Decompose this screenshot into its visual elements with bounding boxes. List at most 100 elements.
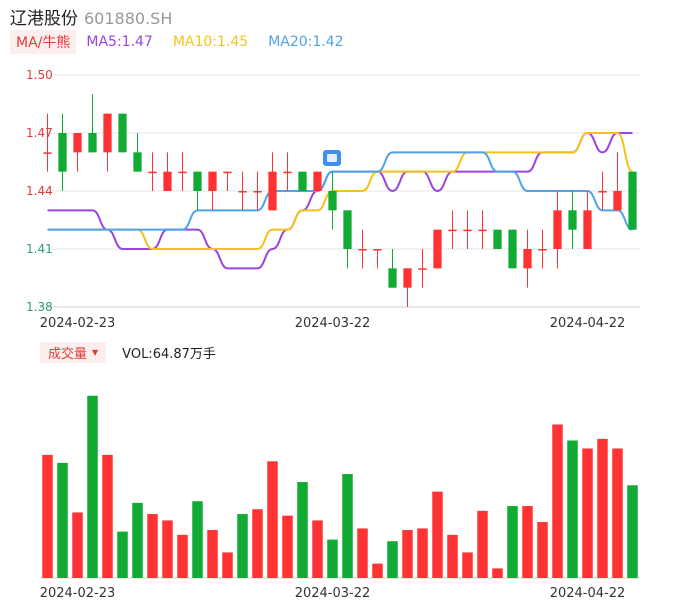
candle-body	[148, 171, 157, 174]
volume-bar	[222, 552, 233, 578]
y-tick-label: 1.38	[26, 300, 53, 314]
candle-body	[178, 171, 187, 174]
volume-bar	[342, 474, 353, 578]
candle-body	[43, 152, 52, 154]
volume-bar	[102, 454, 113, 578]
volume-bar	[567, 440, 578, 578]
candle-body	[208, 171, 217, 191]
volume-bar	[552, 424, 563, 578]
volume-bar	[282, 515, 293, 578]
candle-body	[328, 191, 337, 211]
date-axis-ticks: 2024-02-23 2024-03-22 2024-04-22	[40, 316, 626, 331]
candle-body	[628, 171, 637, 230]
candle-body	[418, 268, 427, 270]
volume-bar	[582, 448, 593, 578]
volume-bar	[297, 482, 308, 578]
volume-value: VOL:64.87万手	[122, 346, 216, 362]
volume-bar	[492, 568, 503, 578]
ma20-label: MA20:1.42	[268, 34, 344, 50]
y-tick-label: 1.44	[26, 184, 53, 198]
volume-bar	[192, 501, 203, 578]
y-tick-label: 1.50	[26, 68, 53, 82]
volume-bar	[252, 509, 263, 578]
volume-bar	[372, 563, 383, 578]
candle-body	[508, 229, 517, 269]
volume-indicator-button[interactable]: 成交量 ▼	[40, 341, 107, 363]
volume-bars	[42, 395, 638, 578]
volume-bar	[147, 514, 158, 578]
candle-body	[58, 133, 67, 172]
volume-bar	[267, 461, 278, 578]
volume-bar	[72, 512, 83, 578]
volume-legend: 成交量 ▼ VOL:64.87万手	[40, 341, 216, 363]
candle-body	[463, 229, 472, 232]
ma-lines	[47, 131, 634, 270]
ma-indicator-button[interactable]: MA/牛熊	[10, 30, 77, 54]
volume-bar	[417, 528, 428, 578]
caret-down-icon: ▼	[92, 347, 99, 357]
volume-bar	[42, 454, 53, 578]
volume-bar	[162, 520, 173, 578]
stock-name: 辽港股份	[10, 9, 78, 29]
volume-button-label: 成交量	[48, 346, 88, 362]
volume-bar	[447, 534, 458, 578]
candle-body	[223, 171, 232, 174]
candles	[43, 94, 637, 307]
stock-header: 辽港股份 601880.SH	[10, 4, 173, 29]
candle-body	[163, 171, 172, 191]
x-tick-label: 2024-02-23	[40, 316, 116, 331]
volume-bar	[117, 531, 128, 578]
volume-x-tick-label: 2024-02-23	[40, 586, 116, 601]
candle-body	[613, 191, 622, 211]
y-tick-label: 1.41	[26, 242, 53, 256]
volume-x-tick-label: 2024-04-22	[550, 586, 626, 601]
ma-legend: MA/牛熊 MA5:1.47 MA10:1.45 MA20:1.42	[10, 30, 354, 54]
candle-body	[193, 171, 202, 191]
ma20-line	[47, 151, 633, 231]
candle-body	[103, 113, 112, 153]
ma10-label: MA10:1.45	[172, 34, 249, 50]
volume-bar	[432, 491, 443, 578]
volume-bar	[237, 514, 248, 578]
volume-date-ticks: 2024-02-23 2024-03-22 2024-04-22	[40, 586, 626, 601]
volume-bar	[57, 462, 68, 578]
candle-body	[568, 210, 577, 230]
candle-body	[313, 171, 322, 191]
candle-body	[268, 171, 277, 211]
candle-body	[388, 268, 397, 288]
volume-bar	[522, 506, 533, 578]
stock-code: 601880.SH	[84, 9, 173, 28]
volume-bar	[87, 395, 98, 578]
candle-body	[433, 229, 442, 269]
candle-body	[448, 229, 457, 232]
ma10-line	[47, 132, 634, 250]
candle-body	[598, 191, 607, 193]
candle-body	[253, 191, 262, 193]
volume-bar	[507, 506, 518, 578]
volume-bar	[477, 510, 488, 578]
candle-body	[583, 210, 592, 249]
event-marker-icon[interactable]	[323, 150, 341, 166]
x-tick-label: 2024-04-22	[550, 316, 626, 331]
candle-body	[523, 249, 532, 269]
volume-bar	[132, 502, 143, 578]
candle-body	[298, 171, 307, 191]
volume-bar	[627, 485, 638, 578]
volume-bar	[612, 448, 623, 578]
volume-bar	[537, 522, 548, 578]
candle-body	[343, 210, 352, 249]
y-tick-label: 1.47	[26, 126, 53, 140]
candle-body	[283, 171, 292, 174]
candle-body	[538, 249, 547, 251]
volume-bar	[207, 530, 218, 578]
volume-bar	[597, 438, 608, 578]
price-axis-ticks: 1.50 1.47 1.44 1.41 1.38	[26, 68, 53, 314]
candle-body	[478, 229, 487, 232]
volume-bar	[357, 528, 368, 578]
volume-x-tick-label: 2024-03-22	[295, 586, 371, 601]
candle-body	[403, 268, 412, 288]
candle-body	[358, 249, 367, 251]
candle-body	[133, 152, 142, 172]
candle-body	[88, 133, 97, 153]
